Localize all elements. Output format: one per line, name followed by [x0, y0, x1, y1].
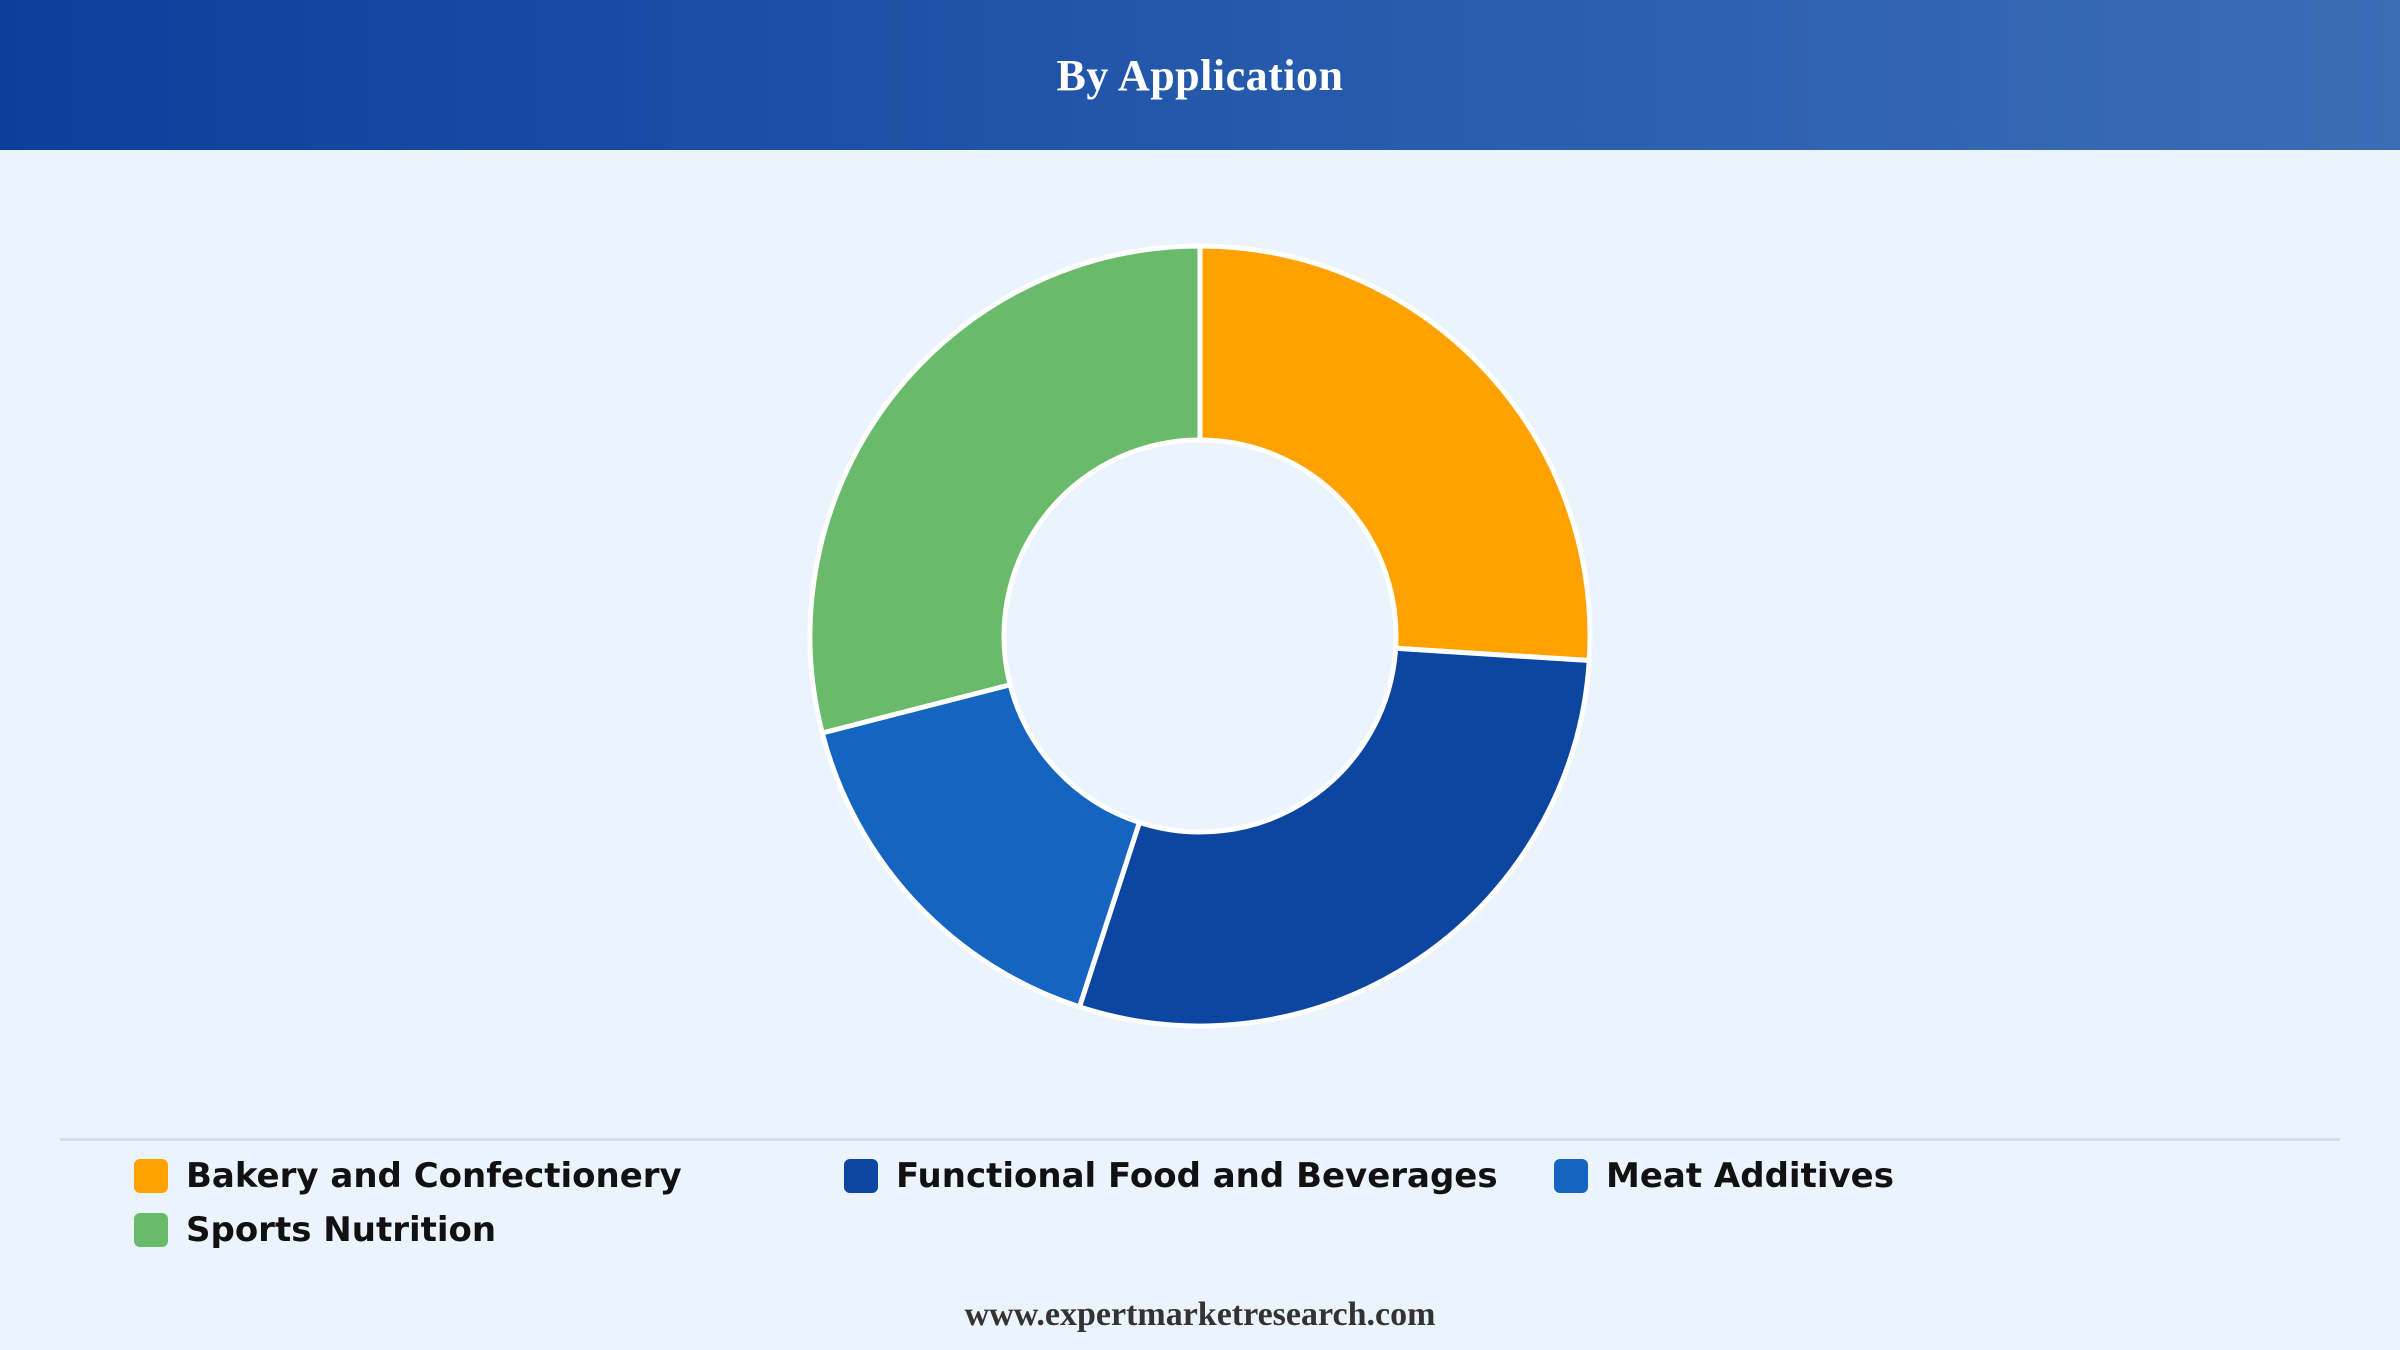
chart-header-bar: By Application	[0, 0, 2400, 150]
slice-sports-nutrition[interactable]	[807, 243, 1203, 736]
slice-functional-food-and-beverages[interactable]	[1076, 645, 1592, 1029]
source-url: www.expertmarketresearch.com	[964, 1296, 1436, 1333]
slice-bakery-and-confectionery[interactable]	[1197, 243, 1593, 663]
donut-slices	[807, 243, 1593, 1029]
chart-title: By Application	[1056, 50, 1344, 100]
slice-meat-additives[interactable]	[819, 682, 1142, 1010]
legend-divider	[60, 1138, 2340, 1141]
